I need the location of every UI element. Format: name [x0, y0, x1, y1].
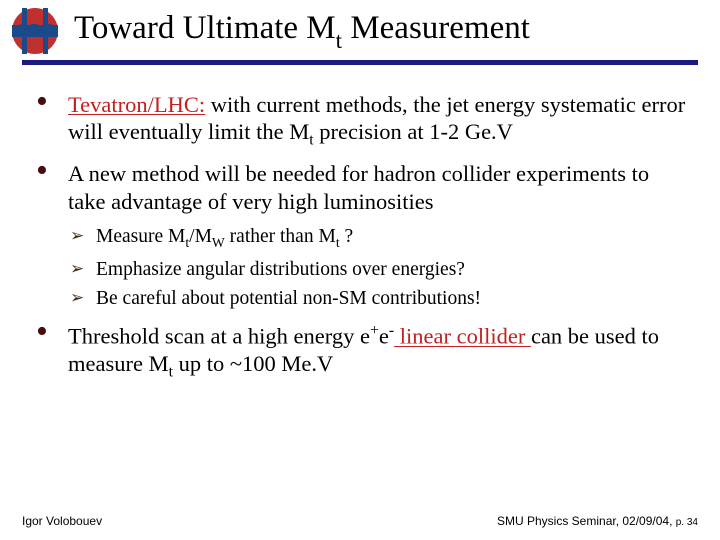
sub-bullet-item: Be careful about potential non-SM contri… — [68, 287, 692, 311]
logo-text: CDF — [12, 8, 58, 54]
sub-bullet-text: ? — [340, 226, 354, 247]
sub-bullet-item: Measure Mt/MW rather than Mt ? — [68, 225, 692, 252]
hyperlink-text[interactable]: Tevatron/LHC: — [68, 92, 205, 117]
title-subscript: t — [336, 27, 342, 53]
footer-page-label: p. — [676, 517, 687, 528]
page-title: Toward Ultimate Mt Measurement — [74, 10, 530, 52]
hyperlink-text[interactable]: linear collider — [394, 324, 531, 349]
sub-bullet-text: rather than M — [225, 226, 336, 247]
footer-author: Igor Volobouev — [22, 514, 102, 528]
bullet-text: Threshold scan at a high energy e — [68, 324, 370, 349]
bullet-item: Threshold scan at a high energy e+e- lin… — [28, 321, 692, 382]
sub-bullet-text: Emphasize angular distributions over ene… — [96, 259, 465, 280]
title-text-pre: Toward Ultimate M — [74, 10, 336, 46]
footer-page-number: 34 — [687, 517, 698, 528]
sub-bullet-text: /M — [189, 226, 212, 247]
cdf-logo: CDF — [12, 8, 58, 54]
bullet-item: A new method will be needed for hadron c… — [28, 160, 692, 311]
bullet-item: Tevatron/LHC: with current methods, the … — [28, 91, 692, 150]
bullet-text: precision at 1-2 Ge.V — [314, 119, 513, 144]
bullet-text: e — [379, 324, 389, 349]
bullet-text: A new method will be needed for hadron c… — [68, 161, 649, 213]
slide-root: CDF Toward Ultimate Mt Measurement Tevat… — [0, 0, 720, 540]
content-area: Tevatron/LHC: with current methods, the … — [0, 65, 720, 382]
footer: Igor Volobouev SMU Physics Seminar, 02/0… — [22, 514, 698, 528]
bullet-list: Tevatron/LHC: with current methods, the … — [28, 91, 692, 382]
footer-seminar-info: SMU Physics Seminar, 02/09/04, p. 34 — [497, 514, 698, 528]
sub-bullet-item: Emphasize angular distributions over ene… — [68, 258, 692, 282]
footer-right-text: SMU Physics Seminar, 02/09/04, — [497, 514, 676, 528]
header: CDF Toward Ultimate Mt Measurement — [0, 0, 720, 54]
sub-bullet-list: Measure Mt/MW rather than Mt ? Emphasize… — [68, 225, 692, 311]
subscript: W — [212, 235, 225, 250]
sub-bullet-text: Measure M — [96, 226, 185, 247]
title-text-post: Measurement — [342, 10, 530, 46]
sub-bullet-text: Be careful about potential non-SM contri… — [96, 288, 481, 309]
bullet-text: up to ~100 Me.V — [173, 351, 333, 376]
superscript: + — [370, 322, 379, 339]
